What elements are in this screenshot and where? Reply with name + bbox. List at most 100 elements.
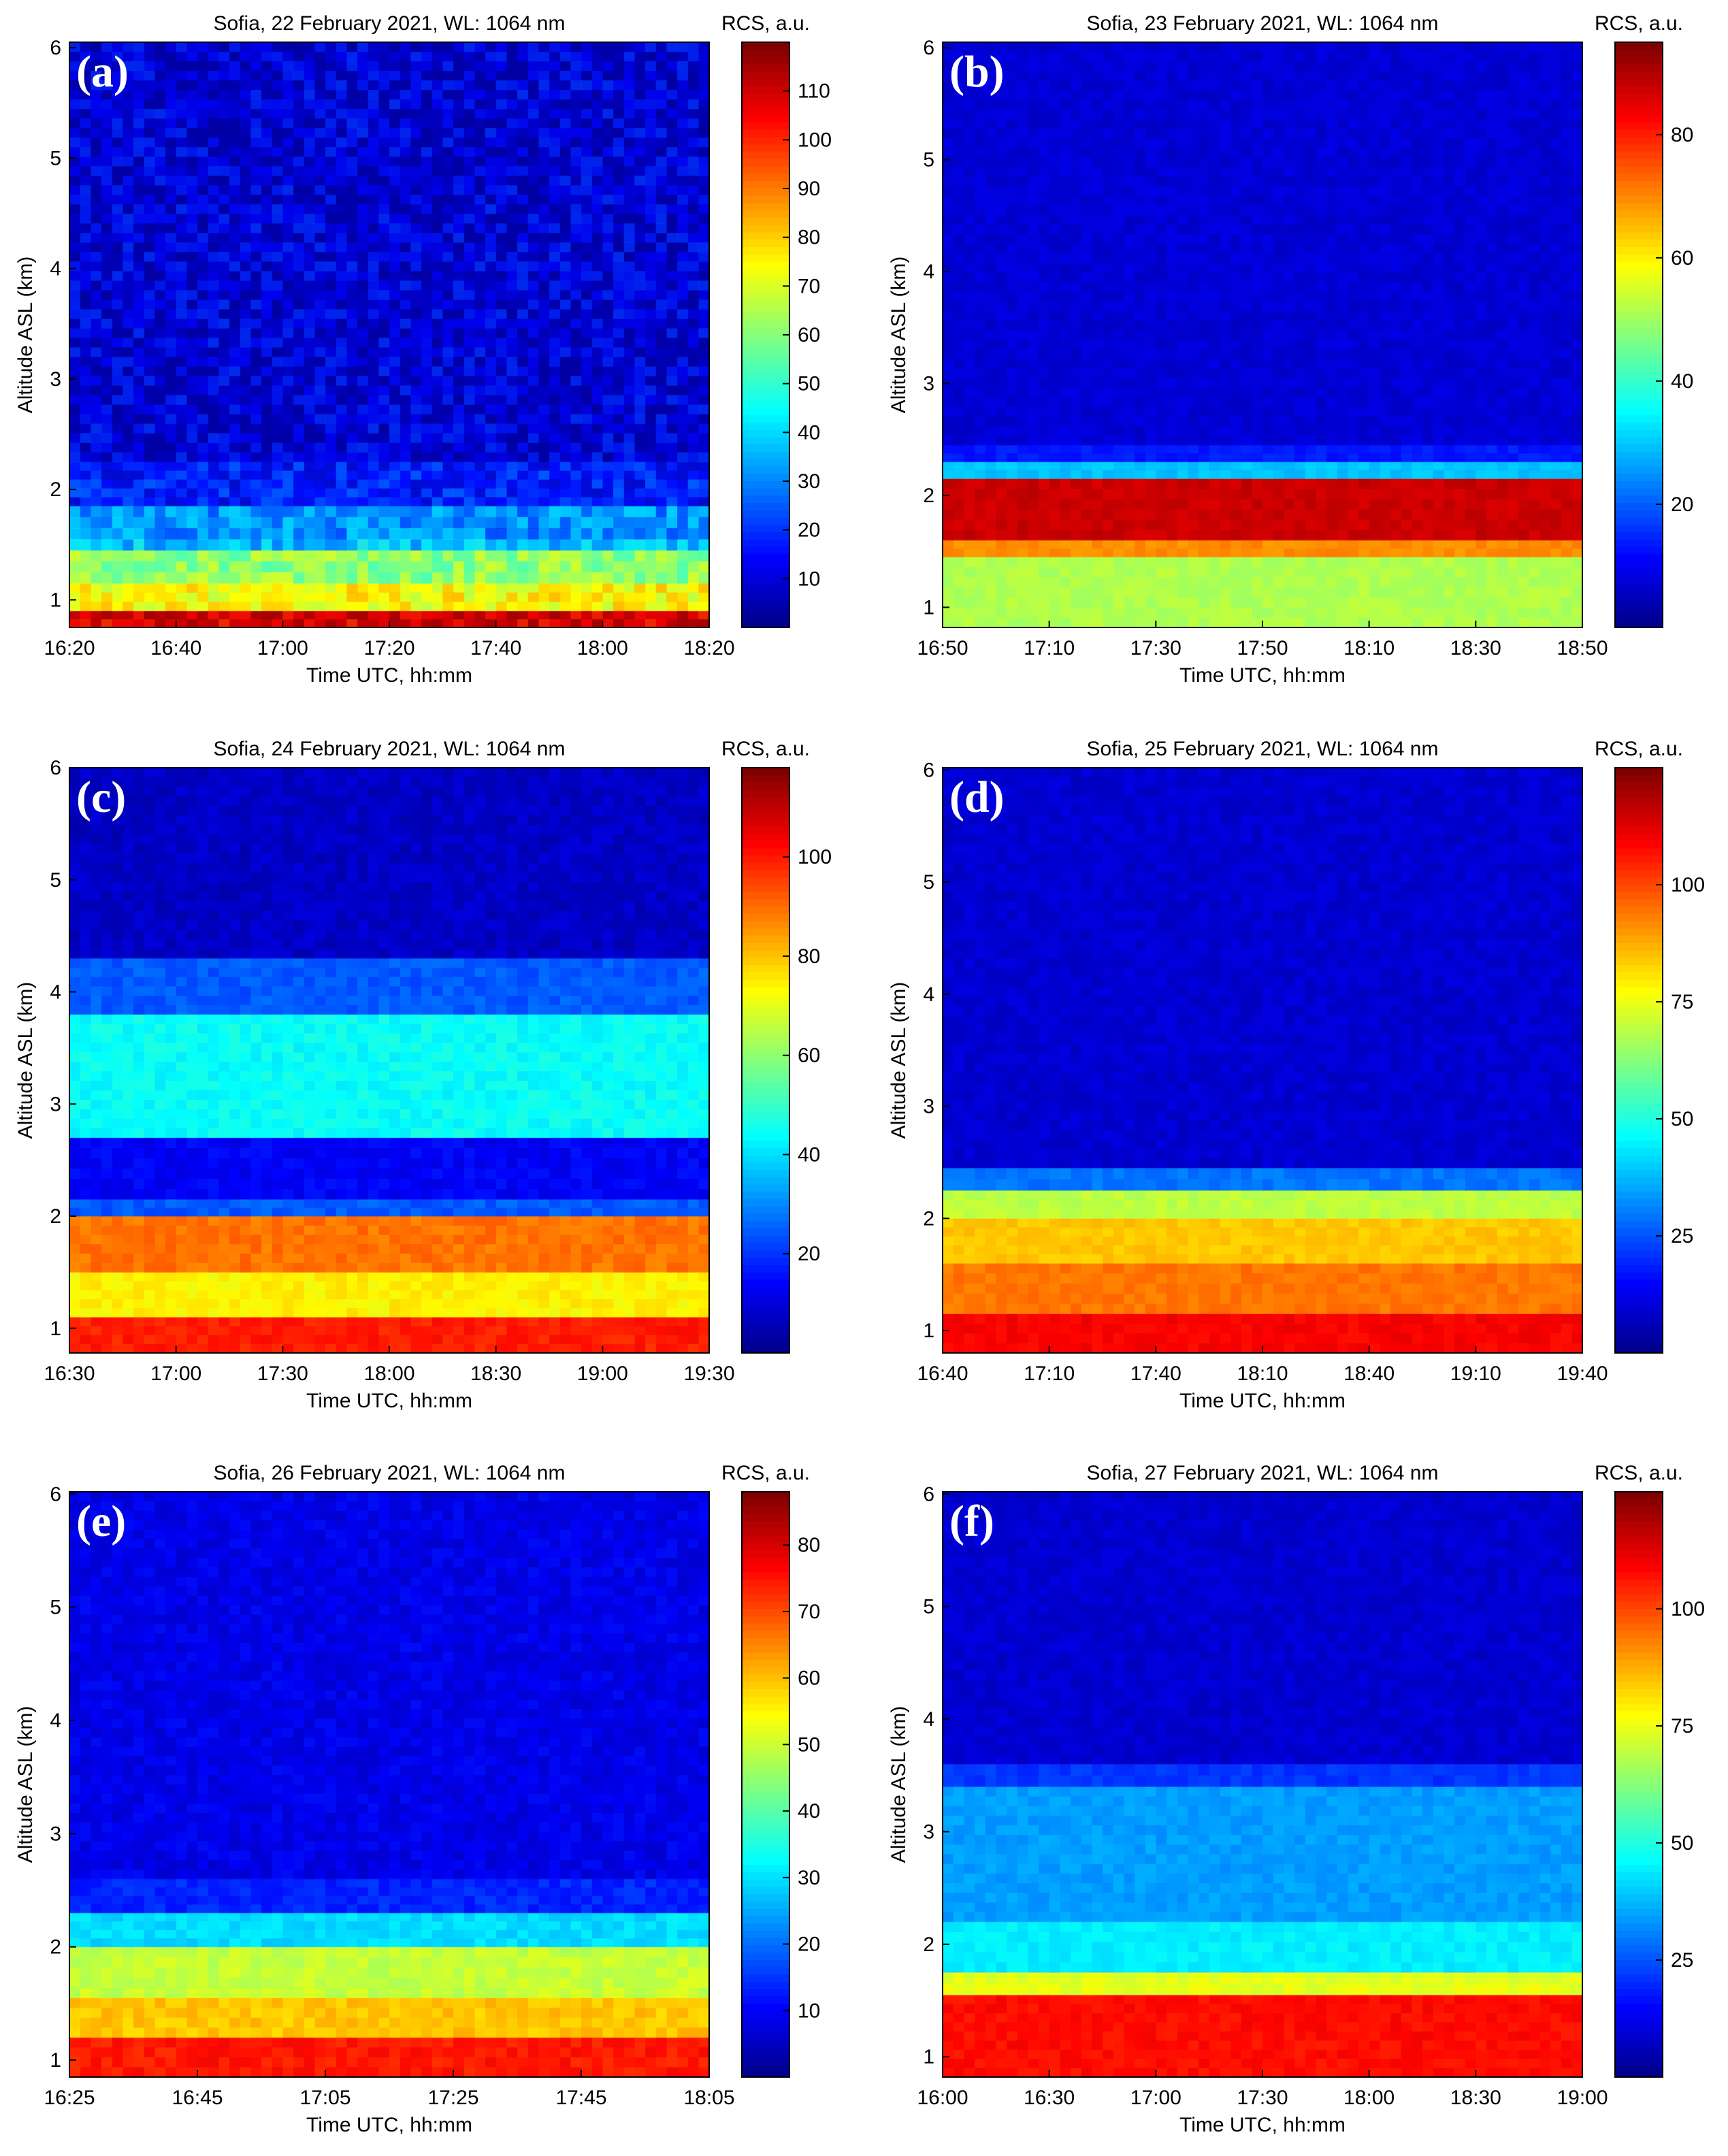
heatmap-cell — [485, 195, 497, 205]
heatmap-cell — [527, 204, 539, 214]
heatmap-cell — [123, 195, 134, 205]
heatmap-cell — [421, 90, 433, 100]
heatmap-cell — [591, 309, 603, 319]
heatmap-cell — [165, 347, 177, 358]
heatmap-cell — [325, 404, 337, 415]
heatmap-cell — [304, 52, 315, 62]
heatmap-cell — [154, 118, 166, 129]
heatmap-cell — [613, 109, 625, 119]
heatmap-cell — [463, 252, 475, 262]
heatmap-cell — [1103, 617, 1114, 627]
heatmap-cell — [602, 195, 614, 205]
heatmap-cell — [368, 42, 379, 52]
heatmap-cell — [1294, 549, 1306, 558]
heatmap-cell — [69, 157, 81, 167]
heatmap-cell — [1081, 509, 1092, 521]
heatmap-cell — [1007, 499, 1018, 510]
heatmap-cell — [442, 204, 454, 214]
heatmap-cell — [133, 376, 145, 387]
heatmap-cell — [357, 366, 369, 377]
heatmap-cell — [1571, 470, 1582, 479]
heatmap-cell — [442, 318, 454, 329]
heatmap-cell — [613, 404, 625, 415]
heatmap-cell — [517, 61, 529, 71]
heatmap-cell — [1135, 557, 1146, 568]
heatmap-cell — [1209, 549, 1220, 558]
heatmap-cell — [613, 550, 625, 562]
heatmap-cell — [634, 185, 646, 195]
colorbar-step — [742, 517, 789, 526]
heatmap-cell — [463, 602, 475, 612]
heatmap-cell — [1135, 509, 1146, 521]
heatmap-cell — [357, 252, 369, 262]
heatmap-cell — [1316, 529, 1327, 541]
heatmap-cell — [154, 137, 166, 148]
heatmap-cell — [133, 223, 145, 233]
heatmap-cell — [1060, 470, 1071, 479]
heatmap-cell — [165, 414, 177, 425]
heatmap-cell — [527, 527, 539, 540]
heatmap-cell — [442, 214, 454, 224]
heatmap-cell — [1252, 470, 1263, 479]
heatmap-cell — [421, 109, 433, 119]
heatmap-cell — [431, 357, 443, 368]
heatmap-cell — [1454, 540, 1466, 549]
heatmap-cell — [570, 214, 582, 224]
heatmap-cell — [293, 128, 305, 138]
heatmap-cell — [1081, 470, 1092, 479]
heatmap-cell — [1305, 597, 1316, 608]
heatmap-cell — [144, 242, 155, 252]
heatmap-cell — [1486, 444, 1498, 454]
heatmap-cell — [495, 461, 507, 472]
heatmap-cell — [304, 223, 315, 233]
heatmap-cell — [474, 395, 486, 406]
heatmap-cell — [304, 318, 315, 329]
heatmap-cell — [250, 470, 262, 480]
heatmap-cell — [1529, 461, 1540, 471]
heatmap-cell — [346, 223, 358, 233]
heatmap-cell — [634, 461, 646, 472]
heatmap-cell — [144, 328, 155, 339]
heatmap-cell — [1337, 478, 1348, 489]
heatmap-cell — [1145, 444, 1156, 454]
heatmap-cell — [282, 42, 294, 52]
heatmap-cell — [1550, 489, 1562, 500]
heatmap-cell — [133, 328, 145, 339]
heatmap-cell — [1539, 461, 1551, 471]
heatmap-cell — [591, 592, 603, 602]
heatmap-cell — [69, 357, 81, 368]
heatmap-cell — [1433, 499, 1444, 510]
heatmap-cell — [144, 479, 155, 489]
heatmap-cell — [346, 309, 358, 319]
heatmap-cell — [527, 452, 539, 463]
heatmap-cell — [687, 195, 699, 205]
heatmap-cell — [1571, 529, 1582, 541]
heatmap-cell — [517, 338, 529, 348]
heatmap-cell — [1337, 444, 1348, 454]
heatmap-cell — [538, 338, 550, 348]
heatmap-cell — [1252, 478, 1263, 489]
heatmap-cell — [80, 479, 91, 489]
heatmap-cell — [410, 347, 422, 358]
heatmap-cell — [144, 470, 155, 480]
heatmap-cell — [400, 338, 411, 348]
heatmap-cell — [186, 318, 198, 329]
heatmap-cell — [123, 128, 134, 138]
heatmap-cell — [123, 347, 134, 358]
heatmap-cell — [538, 185, 550, 195]
heatmap-cell — [250, 506, 262, 518]
heatmap-cell — [1486, 453, 1498, 463]
heatmap-cell — [431, 583, 443, 593]
heatmap-cell — [80, 233, 91, 243]
heatmap-cell — [261, 271, 273, 281]
heatmap-cell — [975, 519, 986, 531]
heatmap-cell — [410, 433, 422, 444]
heatmap-cell — [613, 52, 625, 62]
heatmap-cell — [240, 71, 251, 81]
heatmap-cell — [570, 166, 582, 176]
heatmap-cell — [208, 583, 219, 593]
heatmap-cell — [527, 395, 539, 406]
heatmap-cell — [410, 461, 422, 472]
heatmap-cell — [453, 433, 465, 444]
heatmap-cell — [538, 242, 550, 252]
